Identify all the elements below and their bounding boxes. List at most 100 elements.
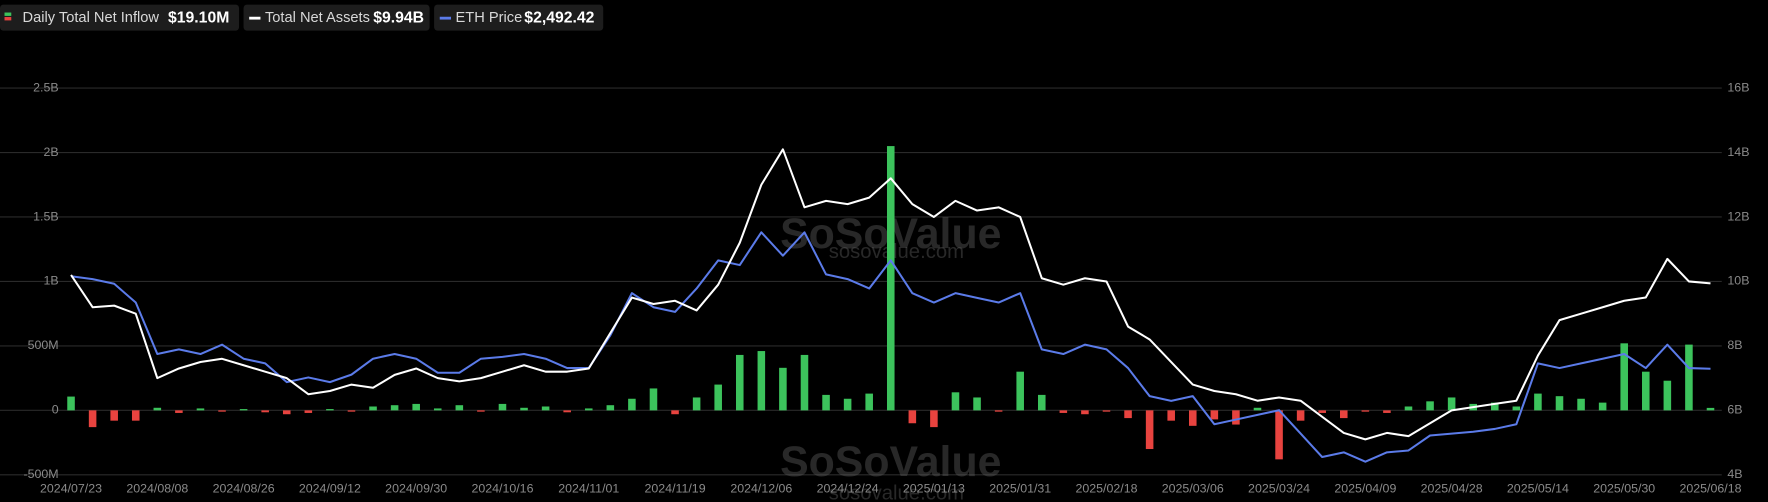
- bar: [1598, 402, 1607, 411]
- legend-value: $19.10M: [168, 9, 229, 26]
- legend-label[interactable]: ETH Price: [456, 10, 523, 26]
- legend-box: [0, 4, 240, 31]
- bar: [1037, 394, 1046, 411]
- x-tick-label: 2025/01/13: [903, 482, 965, 496]
- x-tick-label: 2025/02/18: [1075, 482, 1137, 496]
- bar: [390, 405, 399, 411]
- bar: [1663, 380, 1672, 411]
- legend-label[interactable]: Daily Total Net Inflow: [23, 10, 160, 26]
- x-tick-label: 2024/08/26: [213, 482, 275, 496]
- legend-icon: [4, 12, 12, 16]
- bar: [175, 410, 183, 413]
- bar: [1059, 410, 1068, 413]
- bar: [779, 367, 787, 411]
- y2-tick-label: 4B: [1727, 467, 1742, 481]
- y-tick-label: 2.5B: [33, 80, 58, 94]
- y-tick-label: 0: [52, 403, 59, 417]
- bar: [843, 398, 852, 411]
- x-tick-label: 2025/04/09: [1334, 482, 1396, 496]
- bar: [153, 407, 162, 411]
- bar: [800, 354, 809, 411]
- legend-label[interactable]: Total Net Assets: [265, 10, 370, 26]
- bar: [369, 406, 377, 411]
- x-tick-label: 2025/04/28: [1421, 482, 1483, 496]
- x-tick-label: 2024/08/08: [126, 482, 188, 496]
- x-tick-label: 2025/05/14: [1507, 482, 1569, 496]
- bar: [541, 406, 550, 411]
- y2-tick-label: 16B: [1727, 80, 1749, 94]
- bar: [498, 403, 507, 411]
- bar: [1447, 397, 1456, 411]
- bar: [239, 409, 248, 411]
- legend-box: [434, 4, 604, 31]
- bar: [1491, 402, 1499, 411]
- bar: [304, 410, 313, 413]
- bar: [1296, 410, 1305, 421]
- y-tick-label: -500M: [24, 467, 59, 481]
- bar: [433, 408, 442, 411]
- bar: [714, 384, 722, 411]
- legend-icon: [4, 17, 12, 21]
- x-tick-label: 2025/05/30: [1593, 482, 1655, 496]
- y2-tick-label: 12B: [1727, 209, 1749, 223]
- x-tick-label: 2025/01/31: [989, 482, 1051, 496]
- bar: [671, 410, 679, 415]
- y2-tick-label: 6B: [1727, 403, 1742, 417]
- bar: [218, 410, 226, 412]
- bar: [1642, 371, 1650, 411]
- bar: [1512, 406, 1521, 411]
- y2-tick-label: 10B: [1727, 274, 1749, 288]
- x-tick-label: 2024/07/23: [40, 482, 102, 496]
- y-tick-label: 1.5B: [33, 209, 58, 223]
- bar: [649, 388, 658, 411]
- legend-value: $2,492.42: [524, 9, 594, 26]
- line: [70, 231, 1711, 463]
- bar: [1253, 407, 1262, 411]
- bar: [1620, 343, 1628, 411]
- bar: [1318, 410, 1326, 413]
- bar: [735, 354, 744, 411]
- bar: [1426, 401, 1434, 411]
- bar: [282, 410, 291, 415]
- bar: [973, 397, 981, 411]
- bar: [261, 410, 269, 413]
- bar: [520, 407, 528, 411]
- x-tick-label: 2024/11/19: [645, 482, 706, 496]
- bar: [1232, 410, 1240, 425]
- bar: [908, 410, 917, 424]
- y2-tick-label: 14B: [1727, 145, 1749, 159]
- legend-box: [243, 4, 430, 31]
- x-tick-label: 2025/06/18: [1679, 482, 1741, 496]
- bar: [930, 410, 938, 428]
- x-tick-label: 2025/03/06: [1162, 482, 1224, 496]
- y-tick-label: 1B: [43, 274, 58, 288]
- bar: [326, 409, 334, 411]
- bar: [951, 392, 960, 411]
- bar: [477, 410, 485, 412]
- bar: [1577, 398, 1585, 411]
- x-tick-label: 2024/11/01: [558, 482, 619, 496]
- legend-value: $9.94B: [373, 9, 424, 26]
- bar: [563, 410, 571, 413]
- bar: [757, 351, 766, 411]
- bar: [1188, 410, 1197, 426]
- watermark: SoSoValue: [780, 438, 1001, 486]
- bar: [1167, 410, 1175, 421]
- bar: [1102, 410, 1111, 412]
- bar: [584, 408, 593, 411]
- bar: [1361, 410, 1370, 412]
- bar: [606, 405, 615, 411]
- bar: [886, 146, 895, 411]
- bar: [1404, 406, 1413, 411]
- bar: [1555, 396, 1564, 411]
- x-tick-label: 2024/09/12: [299, 482, 361, 496]
- bar: [1383, 410, 1391, 413]
- y-tick-label: 2B: [43, 145, 58, 159]
- line: [70, 148, 1711, 441]
- bar: [131, 410, 140, 421]
- bar: [67, 396, 75, 411]
- x-tick-label: 2024/12/06: [730, 482, 792, 496]
- bar: [1210, 410, 1219, 420]
- y2-tick-label: 8B: [1727, 338, 1742, 352]
